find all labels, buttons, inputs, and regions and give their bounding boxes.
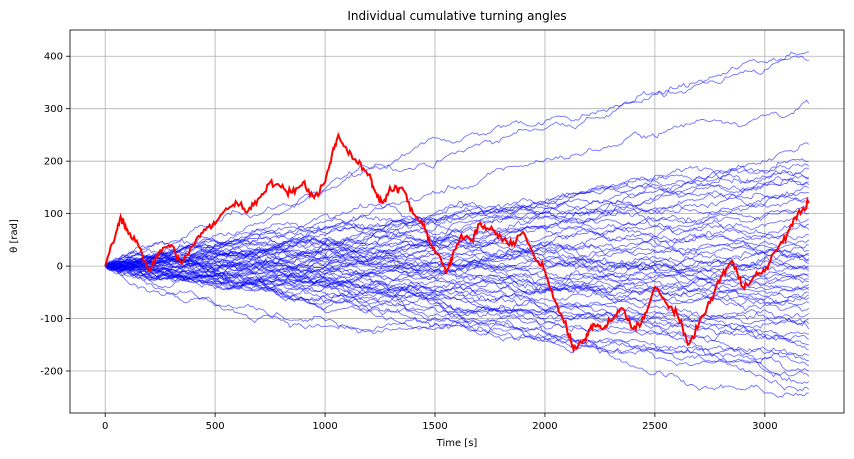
- y-axis-ticks: -200 -100 0 100 200 300 400: [40, 52, 70, 378]
- x-tick-label: 500: [206, 421, 225, 432]
- background-series-line: [104, 264, 810, 392]
- background-series-line: [104, 264, 809, 351]
- background-series-line: [104, 51, 809, 267]
- y-tick-label: 200: [44, 157, 63, 168]
- background-series-line: [105, 244, 810, 311]
- x-axis-ticks: 0 500 1000 1500 2000 2500 3000: [102, 413, 778, 432]
- y-tick-label: -100: [40, 314, 63, 325]
- background-series-line: [105, 265, 809, 399]
- background-series-line: [104, 241, 810, 280]
- plot-area-frame: [69, 29, 845, 414]
- y-tick-label: 400: [44, 52, 63, 63]
- background-series-line: [105, 248, 810, 279]
- background-series-line: [104, 265, 810, 335]
- background-series-line: [104, 165, 810, 275]
- x-tick-label: 0: [102, 421, 108, 432]
- x-tick-label: 1500: [422, 421, 447, 432]
- x-tick-label: 1000: [312, 421, 337, 432]
- background-series-group: [104, 51, 810, 399]
- highlight-series-group: [104, 131, 810, 354]
- x-tick-label: 2000: [532, 421, 557, 432]
- y-tick-label: -200: [40, 367, 63, 378]
- y-axis-label: θ [rad]: [9, 219, 20, 253]
- background-series-line: [105, 222, 809, 279]
- background-series-line: [104, 257, 810, 298]
- background-series-line: [104, 142, 810, 267]
- background-series-line: [105, 254, 809, 287]
- chart-title: Individual cumulative turning angles: [347, 9, 566, 23]
- x-tick-label: 3000: [752, 421, 777, 432]
- x-tick-label: 2500: [642, 421, 667, 432]
- background-series-line: [104, 264, 810, 321]
- background-series-line: [104, 188, 809, 267]
- background-series-line: [104, 55, 809, 267]
- y-tick-label: 0: [57, 262, 63, 273]
- background-series-line: [104, 175, 810, 268]
- background-series-line: [105, 262, 809, 372]
- y-tick-label: 100: [44, 209, 63, 220]
- background-series-line: [105, 254, 809, 288]
- background-series-line: [104, 256, 809, 361]
- y-tick-label: 300: [44, 104, 63, 115]
- background-series-line: [105, 265, 809, 367]
- highlight-series-line: [104, 131, 810, 354]
- background-series-line: [105, 210, 810, 269]
- grid: [70, 30, 844, 413]
- x-axis-label: Time [s]: [436, 438, 478, 449]
